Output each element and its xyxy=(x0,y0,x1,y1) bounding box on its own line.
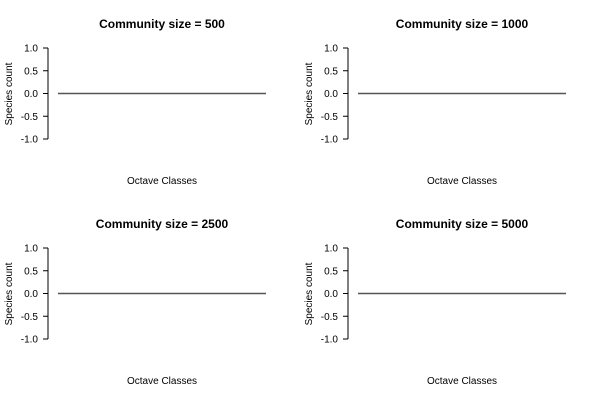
y-axis-label: Species count xyxy=(4,62,15,125)
y-tick-label: -0.5 xyxy=(21,112,39,123)
x-axis-label: Octave Classes xyxy=(427,376,497,387)
y-tick-label: -1.0 xyxy=(321,135,339,146)
y-tick-label: 0.0 xyxy=(324,89,338,100)
y-tick-label: 1.0 xyxy=(24,44,38,55)
chart-panel-1: Community size = 500 1.0 0.5 0.0 -0.5 -1.0 Oct… xyxy=(4,17,266,187)
y-tick-label: -0.5 xyxy=(321,112,339,123)
chart-panel-4: Community size = 5000 1.0 0.5 0.0 -0.5 -1.0 Oc… xyxy=(304,217,566,387)
y-tick-label: 0.0 xyxy=(324,289,338,300)
y-tick-label: -1.0 xyxy=(21,135,39,146)
chart-title: Community size = 1000 xyxy=(396,17,529,31)
y-tick-label: -1.0 xyxy=(321,335,339,346)
y-tick-label: 0.0 xyxy=(24,89,38,100)
y-tick-label: -0.5 xyxy=(321,312,339,323)
y-tick-label: 0.0 xyxy=(24,289,38,300)
chart-panel-2: Community size = 1000 1.0 0.5 0.0 -0.5 -1.0 Oc… xyxy=(304,17,566,187)
y-tick-label: 0.5 xyxy=(24,266,38,277)
y-tick-label: 0.5 xyxy=(324,266,338,277)
y-axis-label: Species count xyxy=(304,262,315,325)
y-axis-label: Species count xyxy=(304,62,315,125)
x-axis-label: Octave Classes xyxy=(127,376,197,387)
y-tick-label: -0.5 xyxy=(21,312,39,323)
y-tick-label: 0.5 xyxy=(24,66,38,77)
x-axis-label: Octave Classes xyxy=(427,176,497,187)
y-tick-label: 0.5 xyxy=(324,66,338,77)
chart-title: Community size = 2500 xyxy=(96,217,229,231)
y-tick-label: 1.0 xyxy=(24,244,38,255)
x-axis-label: Octave Classes xyxy=(127,176,197,187)
y-tick-label: 1.0 xyxy=(324,44,338,55)
chart-title: Community size = 5000 xyxy=(396,217,529,231)
y-tick-label: 1.0 xyxy=(324,244,338,255)
y-tick-label: -1.0 xyxy=(21,335,39,346)
y-axis-label: Species count xyxy=(4,262,15,325)
chart-panel-3: Community size = 2500 1.0 0.5 0.0 -0.5 -1.0 Oc… xyxy=(4,217,266,387)
chart-title: Community size = 500 xyxy=(99,17,225,31)
